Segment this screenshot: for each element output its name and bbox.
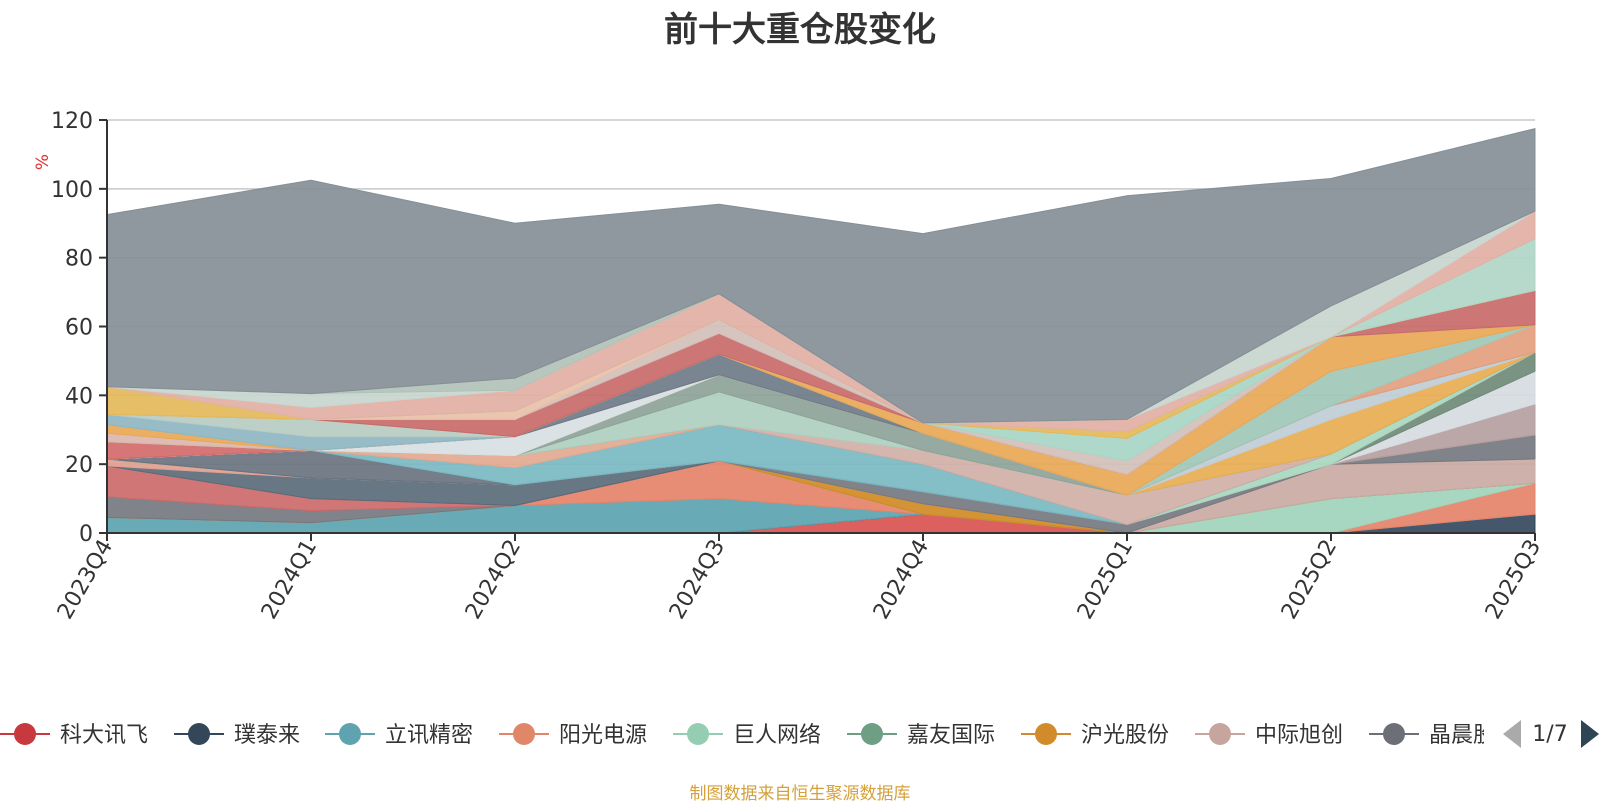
- y-tick-label-80: 80: [65, 247, 93, 272]
- stacked-areas: [106, 128, 1536, 534]
- legend-item-6[interactable]: 嘉友国际: [847, 723, 995, 748]
- legend-circle-icon: [1035, 723, 1057, 745]
- y-tick-label-40: 40: [65, 384, 93, 409]
- legend-circle-icon: [339, 723, 361, 745]
- legend-prev-arrow-icon[interactable]: [1503, 720, 1521, 748]
- legend-item-5[interactable]: 巨人网络: [673, 723, 821, 748]
- y-tick-label-20: 20: [65, 453, 93, 478]
- y-tick-label-100: 100: [51, 178, 93, 203]
- x-tick-label-2025Q3: 2025Q3: [1481, 536, 1546, 624]
- legend-label: 晶晨股份: [1429, 723, 1517, 748]
- y-tick-label-120: 120: [51, 109, 93, 134]
- legend-item-4[interactable]: 阳光电源: [499, 723, 647, 748]
- legend: 科大讯飞 璞泰来 立讯精密 阳光电源 巨人网络 嘉友国际 沪光股份 中际旭创 晶晨股份: [0, 723, 1517, 748]
- chart-title: 前十大重仓股变化: [664, 10, 936, 50]
- y-axis-label: %: [33, 154, 53, 170]
- legend-item-3[interactable]: 立讯精密: [325, 723, 473, 748]
- x-tick-label-2024Q2: 2024Q2: [461, 536, 526, 624]
- legend-label: 巨人网络: [733, 723, 821, 748]
- legend-circle-icon: [687, 723, 709, 745]
- legend-label: 阳光电源: [559, 723, 647, 748]
- x-tick-label-2025Q2: 2025Q2: [1277, 536, 1342, 624]
- legend-circle-icon: [513, 723, 535, 745]
- legend-circle-icon: [188, 723, 210, 745]
- area-series-47: [106, 128, 1536, 424]
- x-tick-label-2025Q1: 2025Q1: [1073, 536, 1138, 624]
- legend-item-8[interactable]: 中际旭创: [1195, 723, 1343, 748]
- legend-circle-icon: [861, 723, 883, 745]
- legend-next-arrow-icon[interactable]: [1581, 720, 1599, 748]
- x-tick-label-2024Q1: 2024Q1: [257, 536, 322, 624]
- legend-item-7[interactable]: 沪光股份: [1021, 723, 1169, 748]
- legend-item-1[interactable]: 科大讯飞: [0, 723, 148, 748]
- legend-label: 立讯精密: [385, 723, 473, 748]
- x-tick-label-2023Q4: 2023Q4: [53, 536, 118, 624]
- x-tick-label-2024Q4: 2024Q4: [869, 536, 934, 624]
- legend-circle-icon: [1209, 723, 1231, 745]
- y-tick-label-0: 0: [79, 522, 93, 547]
- legend-page-indicator: 1/7: [1532, 722, 1567, 747]
- legend-label: 科大讯飞: [60, 723, 148, 748]
- source-note: 制图数据来自恒生聚源数据库: [689, 784, 911, 804]
- y-tick-label-60: 60: [65, 316, 93, 341]
- legend-item-9[interactable]: 晶晨股份: [1369, 723, 1517, 748]
- x-tick-label-2024Q3: 2024Q3: [665, 536, 730, 624]
- legend-item-2[interactable]: 璞泰来: [174, 723, 300, 748]
- legend-label: 嘉友国际: [907, 723, 995, 748]
- legend-circle-icon: [14, 723, 36, 745]
- legend-label: 璞泰来: [234, 723, 300, 748]
- legend-circle-icon: [1383, 723, 1405, 745]
- legend-label: 沪光股份: [1081, 723, 1169, 748]
- legend-label: 中际旭创: [1255, 723, 1343, 748]
- legend-pager: 1/7: [1503, 720, 1599, 748]
